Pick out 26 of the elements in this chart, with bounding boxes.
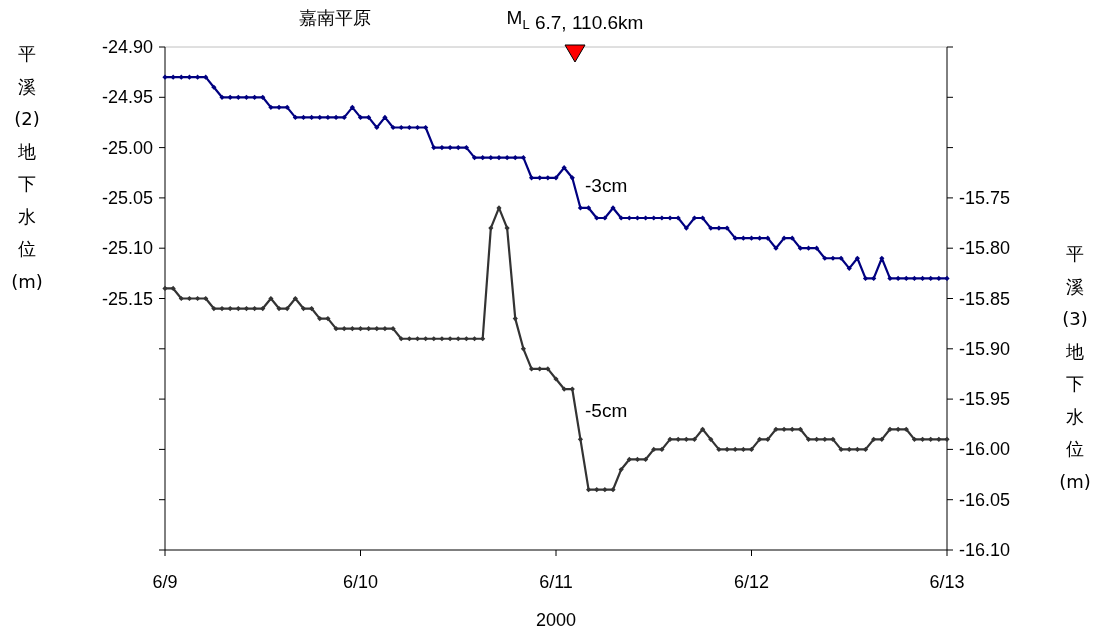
y2-tick-label: -15.95: [959, 389, 1011, 410]
annotation: -5cm: [585, 400, 628, 421]
y2-axis-title: 平溪(3)地下水位(m): [1059, 243, 1091, 492]
annotation: -3cm: [585, 175, 628, 196]
x-tick-label: 6/9: [152, 572, 178, 592]
y-tick-label: -25.15: [101, 288, 153, 309]
y-axis-title: 平溪(2)地下水位(m): [11, 43, 43, 292]
x-axis-title: 2000: [535, 610, 577, 630]
x-tick-label: 6/11: [539, 572, 573, 592]
x-tick-label: 6/10: [342, 572, 379, 592]
y-tick-label: -24.90: [101, 37, 153, 57]
y2-tick-label: -15.75: [959, 187, 1011, 208]
y2-tick-label: -16.10: [959, 540, 1011, 560]
x-tick-label: 6/12: [733, 572, 770, 592]
y-tick-label: -25.10: [101, 238, 153, 259]
y2-tick-label: -16.05: [959, 489, 1011, 510]
y2-tick-label: -16.00: [959, 439, 1011, 460]
y2-tick-label: -15.85: [959, 288, 1011, 309]
y2-tick-label: -15.90: [959, 338, 1011, 359]
y-tick-label: -25.05: [101, 187, 153, 208]
y2-tick-label: -15.80: [959, 238, 1011, 259]
x-tick-label: 6/13: [929, 572, 965, 592]
y-tick-label: -24.95: [101, 87, 153, 108]
text: M$_{L}$ 6.7, 110.6km: [506, 7, 644, 33]
chart-title: 嘉南平原: [299, 7, 371, 28]
y-tick-label: -25.00: [101, 137, 153, 158]
